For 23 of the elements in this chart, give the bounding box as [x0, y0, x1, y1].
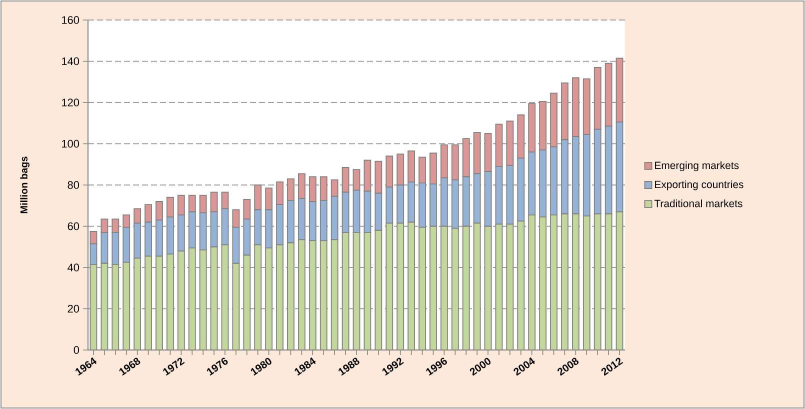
y-tick-label: 40: [68, 264, 80, 272]
bar: [484, 226, 492, 350]
y-tick-label: 60: [68, 222, 80, 230]
bar: [616, 211, 624, 350]
legend-label: Traditional markets: [654, 200, 742, 208]
y-tick-label: 160: [62, 16, 80, 24]
bar: [90, 264, 97, 350]
bar: [232, 263, 240, 350]
y-tick-label: 80: [68, 181, 80, 189]
y-tick-label: 140: [62, 57, 80, 66]
y-tick-label: 0: [74, 346, 80, 354]
bar: [222, 244, 228, 350]
y-tick-label: 20: [68, 304, 80, 313]
legend-label: Emerging markets: [655, 161, 739, 172]
y-axis-title: Million bags: [20, 156, 30, 214]
bar: [210, 246, 218, 350]
bar: [364, 232, 371, 350]
bar: [353, 232, 360, 350]
y-tick-label: 100: [62, 140, 80, 148]
y-tick-label: 120: [62, 98, 80, 106]
bar: [342, 232, 349, 350]
bar: [496, 224, 502, 350]
legend-label: Exporting countries: [655, 180, 744, 190]
